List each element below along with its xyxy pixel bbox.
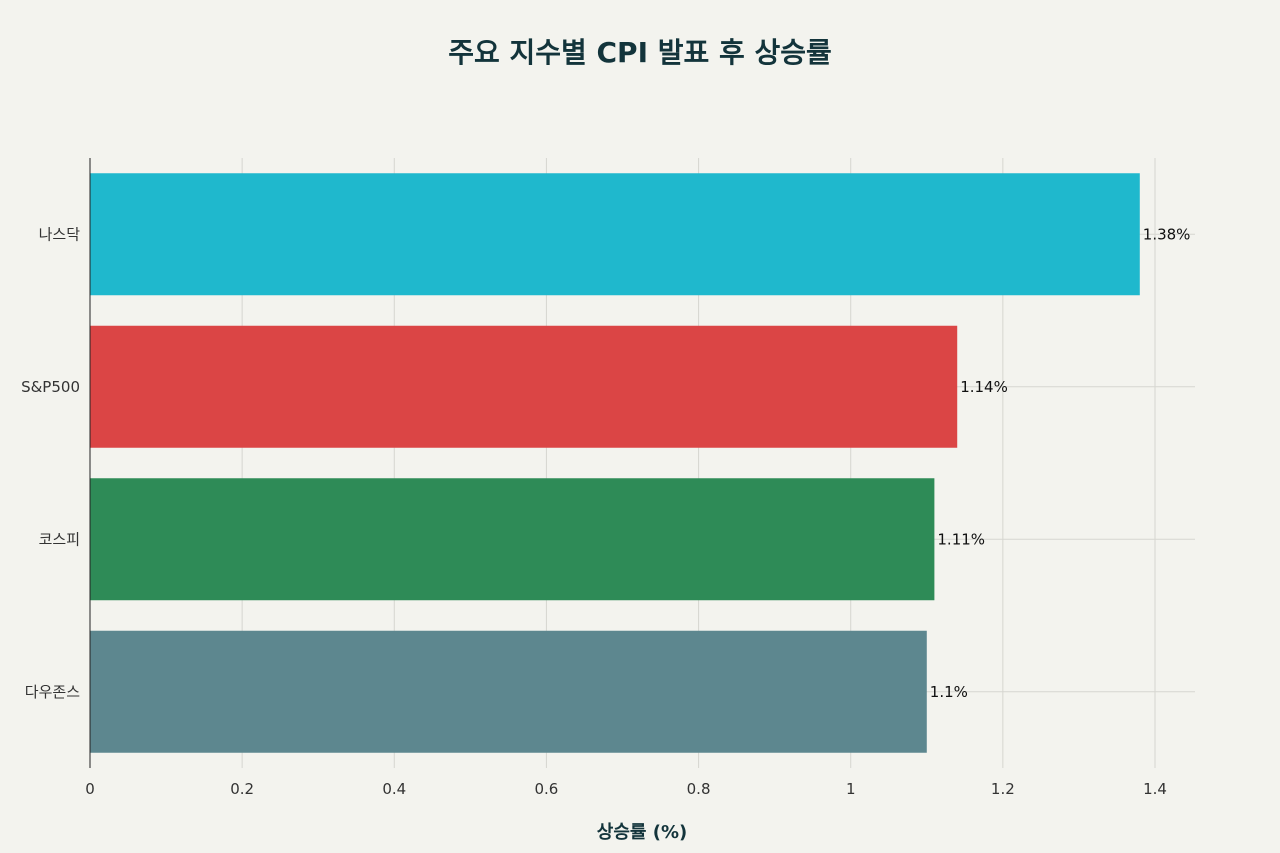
category-label: 다우존스 <box>25 683 80 701</box>
x-tick-label: 1 <box>846 780 856 798</box>
x-tick-label: 0.2 <box>230 780 254 798</box>
bar <box>90 478 935 601</box>
data-labels: 1.38% 1.14% 1.11% 1.1% <box>930 225 1191 701</box>
x-tick-label: 1.4 <box>1143 780 1167 798</box>
x-tick-label: 0.6 <box>534 780 558 798</box>
category-label: 나스닥 <box>39 225 81 243</box>
category-label: 코스피 <box>39 530 80 548</box>
bar <box>90 630 927 753</box>
bar <box>90 173 1140 296</box>
bars <box>90 173 1140 753</box>
x-tick-label: 0.8 <box>687 780 711 798</box>
category-label: S&P500 <box>21 378 80 396</box>
bar-value-label: 1.38% <box>1143 225 1191 243</box>
x-tick-labels: 0 0.2 0.4 0.6 0.8 1 1.2 1.4 <box>85 780 1167 798</box>
x-tick-label: 1.2 <box>991 780 1015 798</box>
bar-value-label: 1.14% <box>960 378 1008 396</box>
bar-value-label: 1.11% <box>937 530 985 548</box>
bar <box>90 325 958 448</box>
x-axis-label: 상승률 (%) <box>597 822 687 843</box>
chart-title: 주요 지수별 CPI 발표 후 상승률 <box>448 36 832 69</box>
x-tick-label: 0 <box>85 780 95 798</box>
bar-value-label: 1.1% <box>930 683 968 701</box>
x-tick-label: 0.4 <box>382 780 406 798</box>
